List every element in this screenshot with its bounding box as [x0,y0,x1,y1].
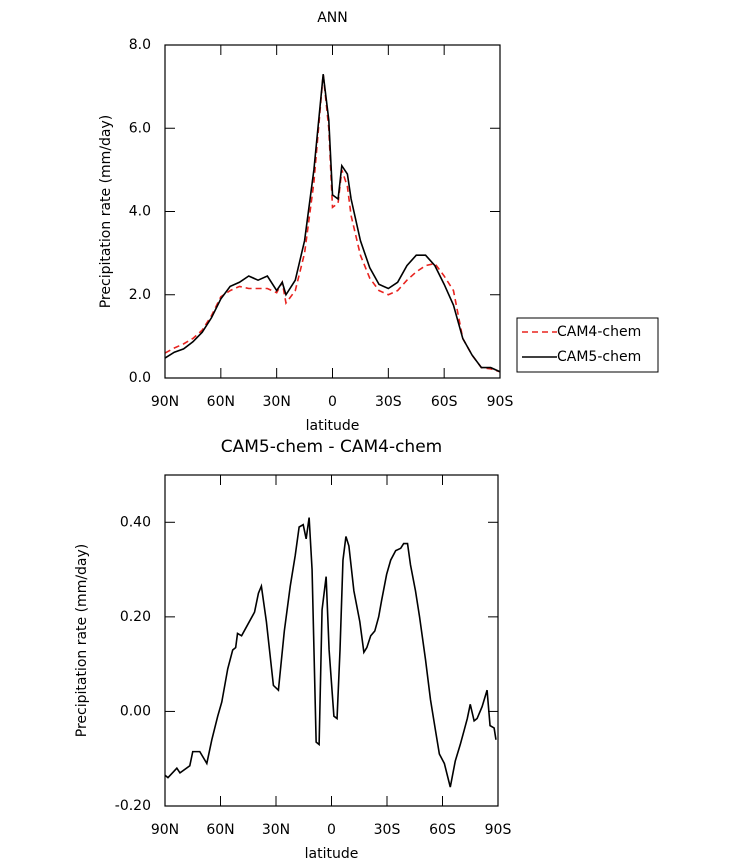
x-tick-label: 90S [485,822,512,838]
x-axis-label: latitude [306,418,360,434]
y-tick-label: 0.00 [120,703,151,719]
x-tick-label: 60N [206,822,234,838]
legend-label: CAM4-chem [557,324,641,340]
legend-box [516,317,659,373]
y-tick-label: 0.40 [120,514,151,530]
chart-title: CAM5-chem - CAM4-chem [221,437,442,457]
data-line [164,74,501,373]
x-tick-label: 30N [262,822,290,838]
chart-title: ANN [317,10,348,26]
data-line [164,517,497,788]
y-tick-label: 0.0 [129,370,151,386]
x-tick-label: 60N [207,394,235,410]
y-axis-label: Precipitation rate (mm/day) [74,544,90,738]
x-tick-label: 0 [327,822,336,838]
x-axis-label: latitude [305,846,359,862]
y-tick-label: -0.20 [115,798,151,814]
plot-frame [164,44,501,379]
x-tick-label: 30N [263,394,291,410]
x-tick-label: 60S [431,394,458,410]
legend-label: CAM5-chem [557,349,641,365]
x-tick-label: 90N [151,394,179,410]
x-tick-label: 0 [328,394,337,410]
data-line [164,74,501,373]
y-axis-label: Precipitation rate (mm/day) [98,115,114,309]
y-tick-label: 0.20 [120,609,151,625]
y-tick-label: 8.0 [129,37,151,53]
x-tick-label: 90S [487,394,514,410]
x-tick-label: 60S [429,822,456,838]
y-tick-label: 4.0 [129,204,151,220]
legend: CAM4-chem CAM5-chem [516,317,659,373]
x-tick-label: 30S [374,822,401,838]
y-tick-label: 2.0 [129,287,151,303]
x-tick-label: 90N [151,822,179,838]
x-tick-label: 30S [375,394,402,410]
plot-frame [164,474,499,807]
y-tick-label: 6.0 [129,120,151,136]
